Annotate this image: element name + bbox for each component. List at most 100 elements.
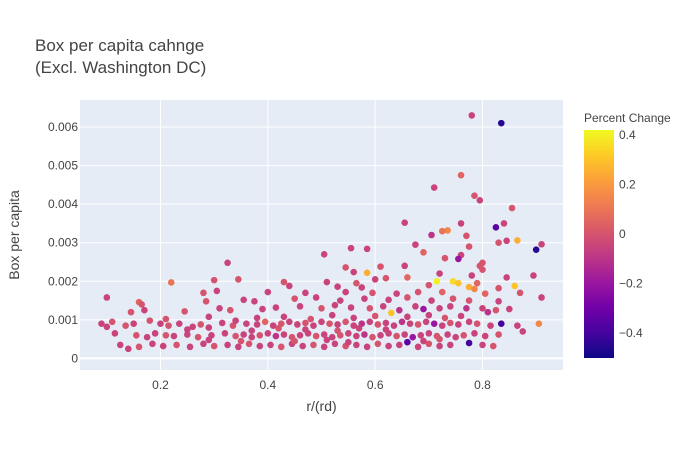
data-point	[253, 321, 261, 328]
data-point	[210, 276, 218, 284]
data-point	[481, 332, 489, 340]
data-point	[396, 341, 403, 349]
data-point	[331, 340, 339, 348]
data-point	[436, 304, 443, 312]
data-point	[420, 337, 427, 345]
data-point	[438, 288, 446, 296]
plot-area	[80, 100, 563, 370]
data-point	[235, 343, 242, 351]
data-point	[511, 282, 518, 290]
data-point	[436, 335, 443, 343]
data-point	[457, 171, 465, 179]
data-point	[465, 339, 473, 347]
data-point	[487, 322, 494, 329]
data-point	[336, 297, 344, 304]
data-point	[447, 319, 454, 327]
data-point	[269, 322, 277, 329]
data-point	[291, 295, 298, 302]
data-point	[492, 306, 500, 314]
data-point	[181, 308, 188, 315]
data-point	[205, 324, 213, 331]
data-point	[404, 294, 411, 301]
data-point	[425, 330, 433, 337]
data-point	[495, 239, 502, 247]
data-point	[350, 322, 358, 329]
data-point	[420, 305, 427, 313]
data-point	[401, 262, 408, 270]
data-point	[414, 343, 422, 351]
data-point	[116, 341, 124, 349]
data-point	[519, 328, 527, 335]
data-point	[275, 325, 282, 332]
data-point	[226, 306, 234, 314]
data-point	[307, 315, 315, 323]
data-point	[366, 304, 374, 312]
data-point	[438, 322, 446, 329]
data-point	[277, 343, 285, 351]
data-point	[538, 294, 545, 301]
data-point	[503, 237, 510, 245]
data-point	[516, 289, 524, 297]
data-point	[447, 303, 454, 310]
data-point	[103, 294, 111, 301]
data-point	[377, 331, 384, 339]
data-point	[433, 277, 441, 285]
data-point	[218, 319, 226, 327]
data-point	[347, 304, 355, 311]
data-point	[256, 342, 264, 350]
data-point	[162, 315, 170, 323]
data-point	[468, 112, 476, 119]
data-point	[256, 331, 264, 339]
data-point	[243, 320, 250, 328]
data-point	[425, 311, 433, 319]
data-point	[366, 318, 374, 326]
data-point	[382, 326, 390, 333]
data-point	[369, 289, 376, 297]
data-points	[98, 112, 545, 353]
data-point	[530, 272, 537, 279]
data-point	[248, 333, 256, 341]
data-point	[302, 289, 309, 297]
data-point	[535, 320, 543, 328]
data-point	[484, 308, 492, 316]
data-point	[323, 336, 331, 344]
data-point	[514, 237, 521, 244]
data-point	[489, 342, 497, 350]
y-tick-label: 0	[71, 351, 78, 365]
data-point	[173, 341, 180, 349]
data-point	[438, 227, 446, 235]
data-point	[497, 320, 505, 328]
data-point	[175, 320, 183, 328]
data-point	[353, 332, 360, 340]
data-point	[447, 341, 454, 349]
data-point	[130, 320, 137, 328]
data-point	[272, 332, 280, 340]
data-point	[465, 243, 473, 250]
data-point	[417, 331, 425, 339]
data-point	[497, 119, 505, 127]
x-tick-label: 0.2	[152, 378, 169, 392]
data-point	[481, 290, 489, 297]
data-point	[229, 322, 237, 329]
y-axis-title: Box per capita	[6, 190, 22, 280]
data-point	[492, 223, 500, 231]
data-point	[422, 318, 430, 326]
data-point	[479, 266, 486, 274]
data-point	[237, 337, 245, 345]
data-point	[151, 330, 159, 337]
data-point	[194, 333, 202, 341]
data-point	[353, 341, 360, 349]
data-point	[264, 330, 272, 337]
x-tick-label: 0.8	[474, 378, 491, 392]
data-point	[495, 331, 502, 338]
data-point	[318, 304, 325, 312]
data-point	[157, 320, 164, 328]
data-point	[425, 281, 433, 289]
data-point	[133, 331, 140, 339]
data-point	[111, 330, 119, 337]
data-point	[363, 343, 371, 351]
data-point	[280, 313, 288, 321]
data-point	[320, 343, 328, 351]
data-point	[374, 340, 382, 348]
data-point	[143, 333, 151, 341]
